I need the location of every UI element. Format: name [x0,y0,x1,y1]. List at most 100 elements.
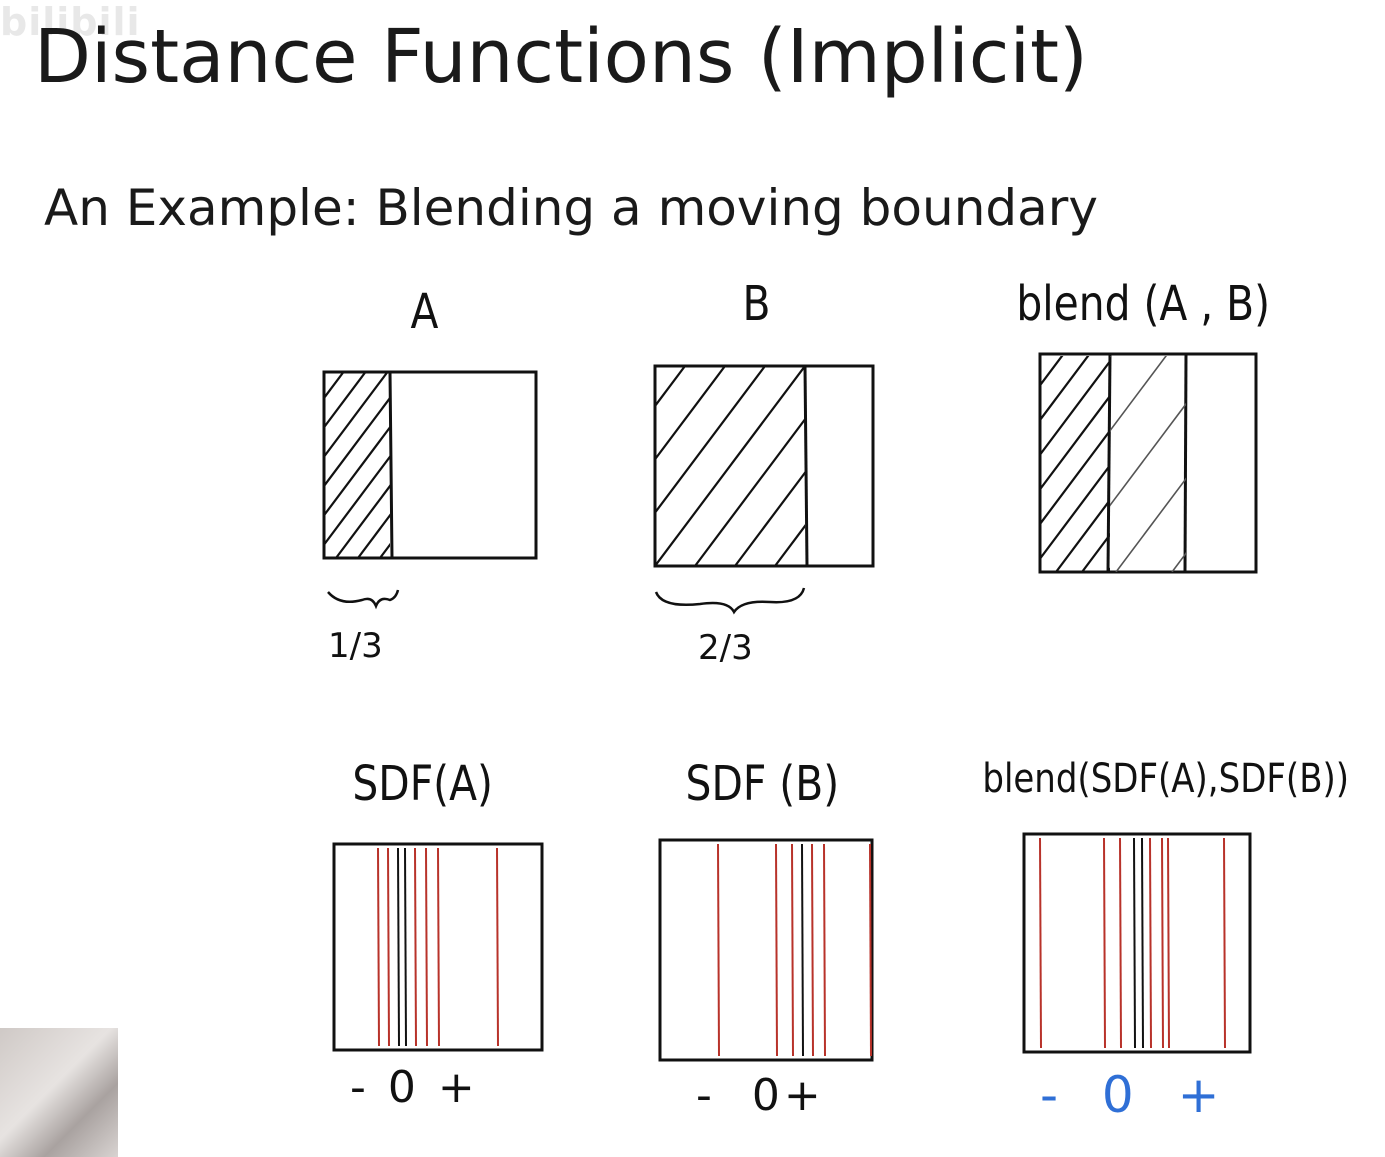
hatch-line [1040,359,1110,457]
slide-subtitle: An Example: Blending a moving boundary [44,179,1098,237]
distance-contour-line [1161,837,1164,1049]
hatch-line [379,542,390,558]
distance-contour-line [869,843,872,1057]
hatch-line [694,417,805,566]
hatch-line [655,366,766,515]
sdf-a-box [332,842,544,1052]
hatch-line [556,372,696,558]
hatch-line [815,366,965,566]
panel-a-hatch [138,372,696,558]
hatch-line [734,470,805,566]
sdf-a-axis: - 0 + [350,1062,479,1113]
sdf-blend-label: blend(SDF(A),SDF(B)) [982,756,1350,802]
hatch-line [160,372,300,558]
distance-contour-line [425,847,428,1047]
hatch-line [1284,354,1385,572]
hatch-line [1055,498,1110,572]
hatch-line [324,396,390,488]
hatch-line [324,372,389,459]
hatch-line [402,372,542,558]
hatch-line [1186,354,1350,572]
panel-a-brace [327,589,400,610]
hatch-line [468,372,608,558]
sdf-b-box [658,838,874,1062]
hatch-line [1316,354,1385,572]
zero-contour-line [1133,837,1136,1049]
hatch-line [1228,354,1385,572]
hatch-line [895,366,1045,566]
distance-contour-line [437,847,440,1047]
zero-contour-line [404,847,407,1047]
hatch-line [935,366,1085,566]
panel-a-label: A [410,284,439,340]
hatch-line [335,484,390,558]
hatch-line [874,354,1038,572]
hatch-line [655,366,726,462]
hatch-line [1040,463,1110,561]
hatch-line [490,372,630,558]
hatch-line [822,354,986,572]
hatch-line [1238,354,1385,572]
hatch-line [655,366,686,408]
hatch-line [1212,354,1376,572]
panel-b-fraction: 2/3 [698,628,753,668]
hatch-line [1264,354,1385,572]
hatch-line [655,366,805,566]
corner-photo [0,1028,118,1157]
distance-contour-line [1103,837,1106,1049]
zero-contour-line [801,843,804,1057]
video-watermark: bilibili [0,0,141,44]
hatch-line [774,524,805,566]
panel-b-label: B [742,276,771,332]
hatch-line [324,425,390,518]
hatch-line [1171,551,1186,572]
zero-contour-line [1141,837,1144,1049]
distance-contour-line [1119,837,1122,1049]
hatch-line [1290,354,1385,572]
panel-blend-hatch-light [892,354,1385,572]
zero-contour-line [397,847,400,1047]
hatch-line [1115,477,1186,572]
panel-blend-label: blend (A , B) [1016,276,1271,332]
panel-blend-hatch-dense [822,354,1385,572]
hatch-line [512,372,652,558]
hatch-line [1110,356,1167,433]
hatch-line [446,372,586,558]
sdf-a-contours [377,847,499,1047]
panel-blend-box [1038,352,1258,574]
distance-contour-line [1149,837,1152,1049]
panel-a-box [322,370,538,560]
distance-contour-line [811,843,814,1057]
sdf-b-contours [717,843,872,1057]
hatch-line [1040,356,1090,422]
hatch-line [138,372,278,558]
hatch-line [1107,567,1110,572]
distance-contour-line [1167,837,1170,1049]
distance-contour-line [791,843,794,1057]
distance-contour-line [775,843,778,1057]
sdf-blend-contours [1039,837,1226,1049]
hatch-line [892,354,1056,572]
sdf-b-label: SDF (B) [685,756,840,812]
distance-contour-line [496,847,499,1047]
hatch-line [975,366,1125,566]
hatch-line [455,366,605,566]
sdf-a-label: SDF(A) [352,756,493,812]
hatch-line [182,372,322,558]
distance-contour-line [414,847,417,1047]
hatch-line [324,454,390,547]
hatch-line [534,372,674,558]
panel-a-fraction: 1/3 [328,626,383,666]
distance-contour-line [1223,837,1226,1049]
hatch-line [1340,354,1385,572]
slide-title: Distance Functions (Implicit) [34,14,1088,100]
distance-contour-line [717,843,720,1057]
hatch-line [855,366,1005,566]
distance-contour-line [1039,837,1042,1049]
hatch-line [1040,394,1110,492]
distance-contour-line [387,847,390,1047]
hatch-line [324,372,367,430]
distance-contour-line [377,847,380,1047]
sdf-blend-box [1022,832,1252,1054]
